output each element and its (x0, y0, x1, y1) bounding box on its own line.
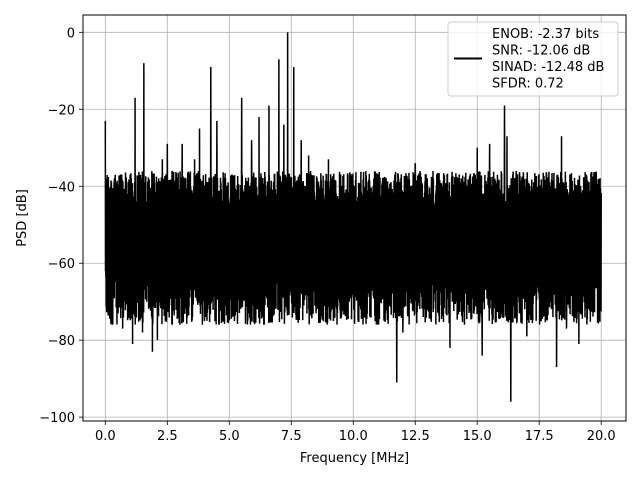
y-axis-ticks: 0 −20 −40 −60 −80 −100 (39, 26, 83, 426)
legend-box (447, 21, 619, 97)
x-tick-label: 2.5 (157, 429, 178, 444)
plot-area (104, 32, 602, 402)
x-tick-label: 10.0 (339, 429, 368, 444)
y-tick-label: −100 (39, 411, 75, 426)
y-tick-label: −60 (48, 257, 75, 272)
y-tick-label: −80 (48, 334, 75, 349)
x-tick-label: 7.5 (281, 429, 302, 444)
legend-line: SFDR: 0.72 (492, 77, 564, 92)
legend-line: SNR: -12.06 dB (492, 44, 590, 59)
legend-line: ENOB: -2.37 bits (492, 27, 599, 42)
legend: ENOB: -2.37 bits SNR: -12.06 dB SINAD: -12… (447, 21, 619, 97)
axes-frame (82, 14, 627, 422)
x-tick-label: 17.5 (525, 429, 554, 444)
y-tick-label: −40 (48, 180, 75, 195)
legend-label: ENOB: -2.37 bits SNR: -12.06 dB SINAD: -12… (492, 27, 604, 92)
x-tick-label: 0.0 (95, 429, 116, 444)
x-tick-label: 20.0 (587, 429, 616, 444)
x-tick-label: 12.5 (401, 429, 430, 444)
y-tick-label: −20 (48, 103, 75, 118)
x-axis-label: Frequency [MHz] (300, 451, 409, 466)
psd-series-line (104, 32, 602, 402)
x-tick-label: 15.0 (463, 429, 492, 444)
y-axis-label: PSD [dB] (15, 189, 30, 247)
x-tick-label: 5.0 (219, 429, 240, 444)
legend-line: SINAD: -12.48 dB (492, 60, 604, 75)
y-tick-label: 0 (67, 26, 75, 41)
x-axis-ticks: 0.0 2.5 5.0 7.5 10.0 12.5 15.0 17.5 20.0 (95, 421, 616, 444)
